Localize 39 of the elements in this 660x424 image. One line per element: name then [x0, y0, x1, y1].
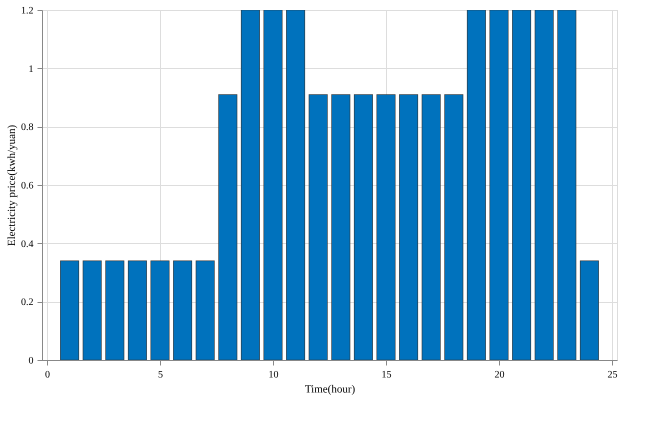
- bar: [308, 94, 328, 360]
- x-tick-label: 15: [382, 370, 392, 380]
- bar: [240, 10, 260, 360]
- bar: [60, 260, 80, 360]
- bar: [422, 94, 441, 360]
- bar: [82, 260, 102, 360]
- bar: [399, 94, 418, 360]
- bar: [264, 10, 282, 360]
- bar: [196, 260, 215, 360]
- bar: [105, 260, 124, 360]
- bar: [466, 10, 486, 360]
- x-tick-label: 10: [268, 370, 278, 380]
- bar: [331, 94, 350, 360]
- bar: [512, 10, 532, 360]
- y-tick-label: 0.6: [21, 180, 34, 192]
- x-tick-label: 5: [158, 370, 163, 380]
- x-tick-label: 20: [494, 370, 504, 380]
- y-axis-title: Electricity price(kwh/yuan): [6, 124, 18, 246]
- bar: [150, 260, 170, 360]
- bar: [490, 10, 508, 360]
- bar: [557, 10, 576, 360]
- bar: [354, 94, 373, 360]
- y-tick-label: 1: [28, 64, 34, 75]
- bar: [286, 10, 306, 360]
- x-tick-label: 0: [45, 370, 50, 380]
- bar: [173, 260, 192, 360]
- y-tick-label: 0: [28, 356, 34, 366]
- y-tick-label: 0.2: [21, 297, 34, 308]
- y-tick-label: 1.2: [21, 6, 34, 16]
- y-tick-label: 0.4: [21, 238, 34, 250]
- bar: [376, 94, 396, 360]
- x-axis-title: Time(hour): [304, 384, 356, 396]
- x-tick-label: 25: [608, 370, 618, 380]
- bar: [128, 260, 147, 360]
- bar: [534, 10, 554, 360]
- bar: [444, 94, 464, 360]
- bar: [218, 94, 238, 360]
- y-tick-label: 0.8: [21, 122, 34, 134]
- bar: [580, 260, 599, 360]
